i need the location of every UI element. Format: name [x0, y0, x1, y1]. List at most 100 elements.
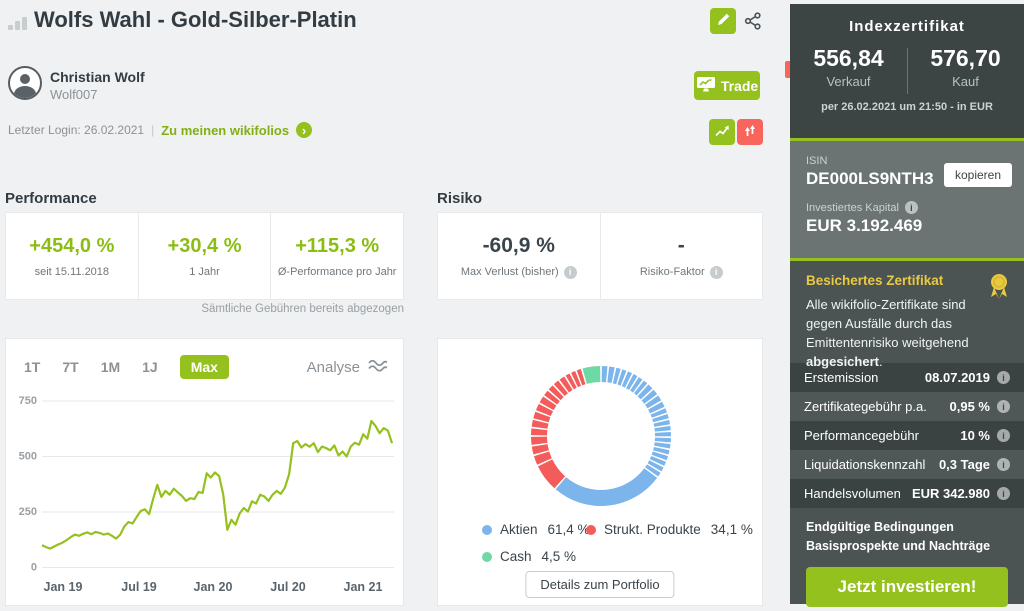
- fact-row-liquidationskennzahl: Liquidationskennzahl 0,3 Tage i: [790, 450, 1024, 479]
- tab-max[interactable]: Max: [179, 355, 229, 379]
- buy-price-label: Kauf: [952, 74, 979, 89]
- sell-price-value: 556,84: [813, 45, 884, 71]
- legend-aktien[interactable]: Aktien 61,4 %: [482, 522, 590, 537]
- tab-1m[interactable]: 1M: [100, 359, 121, 375]
- portfolio-card: Aktien 61,4 % Strukt. Produkte 34,1 % Ca…: [437, 338, 763, 606]
- arrows-up-icon: [742, 123, 758, 142]
- invested-capital-value: EUR 3.192.469: [806, 216, 923, 235]
- performance-total-value: +454,0 %: [29, 234, 115, 257]
- max-loss-label: Max Verlust (bisher) i: [461, 265, 577, 279]
- chart-line-icon: [714, 123, 730, 142]
- fact-value: 10 %: [960, 428, 990, 443]
- legend-strukt-label: Strukt. Produkte: [604, 522, 701, 537]
- info-icon[interactable]: i: [563, 265, 577, 279]
- fact-label: Handelsvolumen: [804, 486, 901, 501]
- prev-wikifolio-notch[interactable]: [785, 61, 791, 78]
- buy-price-value: 576,70: [930, 45, 1001, 71]
- analyse-label: Analyse: [306, 358, 360, 376]
- x-tick-jan19: Jan 19: [44, 580, 83, 594]
- performance-avg-label: Ø-Performance pro Jahr: [277, 265, 397, 278]
- avatar[interactable]: [8, 66, 42, 100]
- fees-note: Sämtliche Gebühren bereits abgezogen: [201, 303, 404, 315]
- medal-icon: [988, 273, 1010, 306]
- info-icon[interactable]: i: [709, 265, 723, 279]
- risk-factor-label: Risiko-Faktor i: [640, 265, 723, 279]
- performance-chart-card: 750 500 250 0 Jan 19 Jul 19 Jan 20 Jul 2…: [5, 338, 404, 606]
- isin-label: ISIN: [806, 155, 828, 167]
- portfolio-details-button[interactable]: Details zum Portfolio: [525, 571, 675, 598]
- fact-label: Performancegebühr: [804, 428, 919, 443]
- risk-stat-factor: - Risiko-Faktor i: [599, 213, 763, 299]
- invest-now-button[interactable]: Jetzt investieren!: [806, 567, 1008, 607]
- legend-cash[interactable]: Cash 4,5 %: [482, 549, 576, 564]
- tab-1j[interactable]: 1J: [142, 359, 158, 375]
- page-title: Wolfs Wahl - Gold-Silber-Platin: [34, 7, 357, 32]
- buy-price: 576,70 Kauf: [907, 45, 1024, 89]
- donut-slices: [531, 366, 671, 506]
- info-icon[interactable]: i: [997, 458, 1010, 471]
- secured-text: Alle wikifolio-Zertifikate sind gegen Au…: [806, 297, 969, 369]
- legend-dot-cash: [482, 551, 492, 562]
- fact-value: 0,95 %: [949, 399, 990, 414]
- y-tick-500: 500: [19, 451, 37, 463]
- copy-isin-button[interactable]: kopieren: [943, 163, 1012, 187]
- y-tick-750: 750: [19, 395, 37, 407]
- fact-value: 0,3 Tage: [938, 457, 990, 472]
- performance-total-label: seit 15.11.2018: [34, 265, 110, 278]
- y-tick-250: 250: [19, 506, 37, 518]
- login-row: Letzter Login: 26.02.2021 | Zu meinen wi…: [8, 122, 313, 138]
- performance-card: +454,0 % seit 15.11.2018 +30,4 % 1 Jahr …: [5, 212, 404, 300]
- price-row: 556,84 Verkauf 576,70 Kauf: [790, 45, 1024, 94]
- legend-strukt-pct: 34,1 %: [710, 522, 753, 537]
- y-tick-0: 0: [31, 562, 37, 574]
- risk-stat-maxloss: -60,9 % Max Verlust (bisher) i: [438, 213, 600, 299]
- legend-cash-pct: 4,5 %: [541, 549, 577, 564]
- product-type-label: Indexzertifikat: [849, 18, 965, 35]
- performance-chart: 750 500 250 0 Jan 19 Jul 19 Jan 20 Jul 2…: [19, 395, 394, 594]
- share-icon: [743, 11, 763, 34]
- tab-1t[interactable]: 1T: [24, 359, 41, 375]
- edit-button[interactable]: [710, 8, 736, 34]
- trade-button[interactable]: Trade: [694, 71, 760, 100]
- info-icon[interactable]: i: [997, 487, 1010, 500]
- legend-aktien-pct: 61,4 %: [547, 522, 590, 537]
- wikifolio-type-icon: [8, 17, 28, 30]
- fact-row-performancegebuehr: Performancegebühr 10 % i: [790, 421, 1024, 450]
- documents-section: Endgültige Bedingungen Basisprospekte un…: [790, 508, 1024, 607]
- x-tick-jul20: Jul 20: [270, 580, 305, 594]
- author-handle: Wolf007: [50, 87, 98, 102]
- divider: |: [151, 123, 155, 137]
- legend-cash-label: Cash: [500, 549, 532, 564]
- final-terms-link[interactable]: Endgültige Bedingungen: [806, 520, 954, 534]
- base-prospectus-link[interactable]: Basisprospekte und Nachträge: [806, 539, 991, 553]
- performance-heading: Performance: [5, 190, 97, 207]
- risk-heading: Risiko: [437, 190, 483, 207]
- portfolio-donut-chart: [531, 366, 671, 506]
- info-icon[interactable]: i: [997, 400, 1010, 413]
- chart-range-tabs: 1T 7T 1M 1J Max: [24, 355, 229, 379]
- share-button[interactable]: [740, 9, 766, 35]
- risk-card: -60,9 % Max Verlust (bisher) i - Risiko-F…: [437, 212, 763, 300]
- price-alert-button[interactable]: [737, 119, 763, 145]
- info-icon[interactable]: i: [997, 371, 1010, 384]
- isin-value: DE000LS9NTH3: [806, 169, 934, 188]
- invested-capital-row: Investiertes Kapital i: [806, 201, 1008, 214]
- legend-strukt[interactable]: Strukt. Produkte 34,1 %: [586, 522, 753, 537]
- tab-7t[interactable]: 7T: [62, 359, 79, 375]
- info-icon[interactable]: i: [904, 201, 918, 214]
- analyse-toggle[interactable]: Analyse: [307, 357, 389, 377]
- compare-chart-button[interactable]: [709, 119, 735, 145]
- author-name[interactable]: Christian Wolf: [50, 69, 145, 85]
- fact-label: Liquidationskennzahl: [804, 457, 926, 472]
- info-icon[interactable]: i: [997, 429, 1010, 442]
- price-timestamp: per 26.02.2021 um 21:50 - in EUR: [821, 101, 993, 113]
- my-wikifolios-link[interactable]: Zu meinen wikifolios: [161, 122, 290, 138]
- certificate-sidebar: Indexzertifikat 556,84 Verkauf 576,70 Ka…: [790, 4, 1024, 607]
- green-divider: [790, 138, 1024, 141]
- isin-section: ISIN DE000LS9NTH3 kopieren Investiertes …: [790, 141, 1024, 258]
- trade-button-label: Trade: [720, 77, 759, 94]
- pencil-icon: [716, 12, 731, 30]
- x-tick-jul19: Jul 19: [121, 580, 156, 594]
- performance-stat-total: +454,0 % seit 15.11.2018: [6, 213, 138, 299]
- arrow-right-icon[interactable]: ›: [296, 122, 313, 138]
